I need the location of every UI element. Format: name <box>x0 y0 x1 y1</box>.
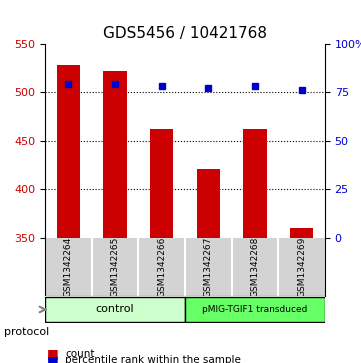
Text: percentile rank within the sample: percentile rank within the sample <box>65 355 241 363</box>
Text: GSM1342268: GSM1342268 <box>251 237 260 297</box>
Bar <box>243 129 267 238</box>
Text: GSM1342267: GSM1342267 <box>204 237 213 297</box>
Bar <box>197 169 220 238</box>
Text: ■: ■ <box>47 347 59 360</box>
Text: GSM1342264: GSM1342264 <box>64 237 73 297</box>
Bar <box>57 65 80 238</box>
Text: count: count <box>65 349 95 359</box>
Text: GSM1342266: GSM1342266 <box>157 237 166 297</box>
Text: pMIG-TGIF1 transduced: pMIG-TGIF1 transduced <box>202 305 308 314</box>
FancyBboxPatch shape <box>185 297 325 322</box>
Bar <box>150 129 173 238</box>
Bar <box>103 71 127 238</box>
Text: protocol: protocol <box>4 327 49 337</box>
Text: ■: ■ <box>47 354 59 363</box>
Text: GSM1342269: GSM1342269 <box>297 237 306 297</box>
Text: control: control <box>96 305 134 314</box>
FancyBboxPatch shape <box>45 297 185 322</box>
Bar <box>290 228 313 238</box>
Text: GSM1342265: GSM1342265 <box>110 237 119 297</box>
Title: GDS5456 / 10421768: GDS5456 / 10421768 <box>103 26 267 41</box>
